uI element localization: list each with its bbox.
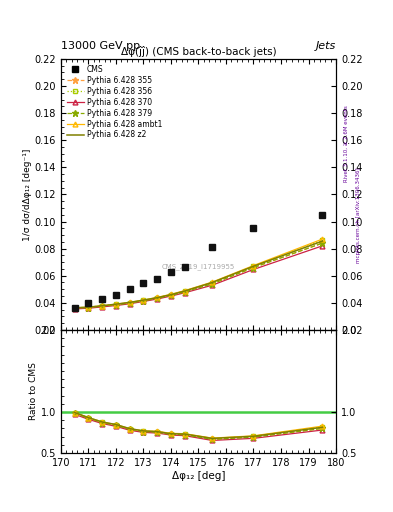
Text: mcplots.cern.ch [arXiv:1306.3436]: mcplots.cern.ch [arXiv:1306.3436]: [356, 167, 361, 263]
Title: Δφ(ĵĵ) (CMS back-to-back jets): Δφ(ĵĵ) (CMS back-to-back jets): [121, 46, 276, 57]
Text: Jets: Jets: [316, 41, 336, 51]
X-axis label: Δφ₁₂ [deg]: Δφ₁₂ [deg]: [172, 471, 225, 481]
Legend: CMS, Pythia 6.428 355, Pythia 6.428 356, Pythia 6.428 370, Pythia 6.428 379, Pyt: CMS, Pythia 6.428 355, Pythia 6.428 356,…: [64, 62, 165, 142]
Text: Rivet 3.1.10, ≥ 2.6M events: Rivet 3.1.10, ≥ 2.6M events: [344, 105, 349, 182]
Y-axis label: Ratio to CMS: Ratio to CMS: [29, 362, 38, 420]
Y-axis label: 1/σ dσ/dΔφ₁₂ [deg⁻¹]: 1/σ dσ/dΔφ₁₂ [deg⁻¹]: [23, 148, 32, 241]
Text: CMS_2019_I1719955: CMS_2019_I1719955: [162, 264, 235, 270]
Text: 13000 GeV pp: 13000 GeV pp: [61, 41, 140, 51]
